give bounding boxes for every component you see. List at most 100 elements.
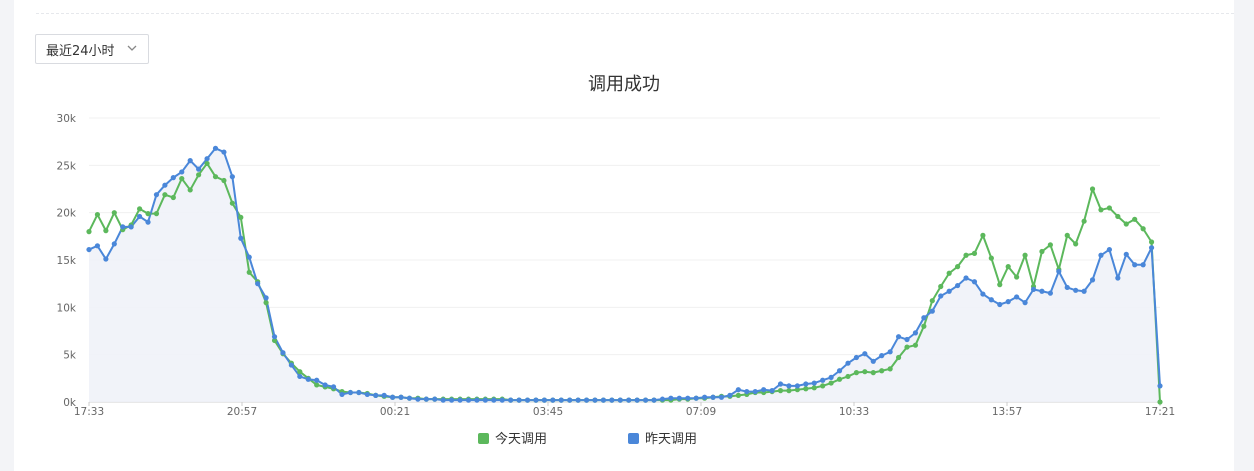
data-point xyxy=(938,293,944,299)
data-point xyxy=(980,232,986,238)
data-point xyxy=(297,373,303,380)
data-point xyxy=(895,354,902,361)
data-point xyxy=(887,366,893,372)
data-point xyxy=(811,385,817,391)
data-point xyxy=(845,373,851,380)
data-point xyxy=(103,256,109,262)
data-point xyxy=(744,388,750,395)
y-tick-label: 25k xyxy=(57,160,77,172)
data-point xyxy=(642,397,649,403)
data-point xyxy=(904,344,910,350)
data-point xyxy=(583,397,590,403)
data-point xyxy=(170,175,176,181)
data-point xyxy=(1056,268,1062,274)
data-point xyxy=(246,269,252,275)
data-point xyxy=(86,229,92,235)
data-point xyxy=(1157,399,1163,405)
data-point xyxy=(988,297,994,303)
data-point xyxy=(550,397,556,403)
data-point xyxy=(288,362,294,368)
data-point xyxy=(86,246,92,253)
data-point xyxy=(305,376,311,382)
time-range-select[interactable]: 最近24小时 xyxy=(35,34,149,64)
data-point xyxy=(356,389,362,396)
data-point xyxy=(1115,213,1121,220)
data-point xyxy=(94,243,101,249)
x-tick-label: 20:57 xyxy=(227,406,257,418)
data-point xyxy=(1106,205,1112,211)
data-point xyxy=(786,388,792,394)
data-point xyxy=(988,255,994,261)
data-point xyxy=(1140,262,1146,268)
data-point xyxy=(1064,284,1070,291)
data-point xyxy=(1014,294,1020,300)
data-point xyxy=(769,388,775,394)
data-point xyxy=(482,397,488,403)
data-point xyxy=(803,381,809,387)
data-point xyxy=(600,397,607,403)
data-point xyxy=(212,174,219,180)
data-point xyxy=(870,358,876,364)
data-point xyxy=(94,211,101,218)
data-point xyxy=(103,228,109,234)
data-point xyxy=(373,392,379,398)
data-point xyxy=(693,395,699,401)
data-point xyxy=(137,206,143,212)
data-point xyxy=(120,224,126,230)
data-point xyxy=(845,360,851,366)
data-point xyxy=(1047,290,1053,296)
data-point xyxy=(1014,274,1020,280)
data-point xyxy=(111,210,117,216)
data-point xyxy=(508,397,514,403)
series-area xyxy=(89,148,1160,402)
data-point xyxy=(904,336,910,343)
data-point xyxy=(685,395,691,401)
plot-area xyxy=(86,145,1163,405)
data-point xyxy=(280,350,286,356)
data-point xyxy=(1098,207,1104,213)
data-point xyxy=(955,264,961,270)
data-point xyxy=(162,182,168,188)
data-point xyxy=(145,219,151,225)
data-point xyxy=(153,192,160,198)
chart-title: 调用成功 xyxy=(588,74,660,95)
data-point xyxy=(710,394,716,400)
data-point xyxy=(246,254,252,260)
data-point xyxy=(1098,252,1104,258)
time-range-value: 最近24小时 xyxy=(46,43,115,59)
y-tick-label: 0k xyxy=(63,397,77,409)
data-point xyxy=(1115,275,1121,281)
data-point xyxy=(314,382,320,388)
data-point xyxy=(820,383,826,389)
data-point xyxy=(1073,287,1079,293)
x-tick-label: 17:33 xyxy=(74,406,104,418)
data-point xyxy=(828,374,834,380)
data-point xyxy=(912,342,919,348)
data-point xyxy=(946,270,952,276)
data-point xyxy=(702,394,708,400)
data-point xyxy=(1005,299,1011,305)
data-point xyxy=(465,397,472,403)
data-point xyxy=(735,392,741,398)
chevron-down-icon xyxy=(127,45,137,51)
data-point xyxy=(1132,216,1138,222)
data-point xyxy=(229,174,235,180)
data-point xyxy=(524,397,531,403)
data-point xyxy=(1123,221,1129,227)
data-point xyxy=(1081,218,1087,224)
data-point xyxy=(1005,264,1011,270)
x-tick-label: 17:21 xyxy=(1145,406,1175,418)
data-point xyxy=(997,301,1003,308)
data-point xyxy=(339,391,345,398)
data-point xyxy=(828,380,834,386)
data-point xyxy=(533,397,539,403)
data-point xyxy=(676,395,682,401)
data-point xyxy=(786,383,792,389)
data-point xyxy=(398,394,404,400)
data-point xyxy=(752,388,758,395)
data-point xyxy=(322,382,328,388)
x-tick-label: 03:45 xyxy=(533,406,563,418)
data-point xyxy=(938,283,944,290)
data-point xyxy=(229,200,235,206)
